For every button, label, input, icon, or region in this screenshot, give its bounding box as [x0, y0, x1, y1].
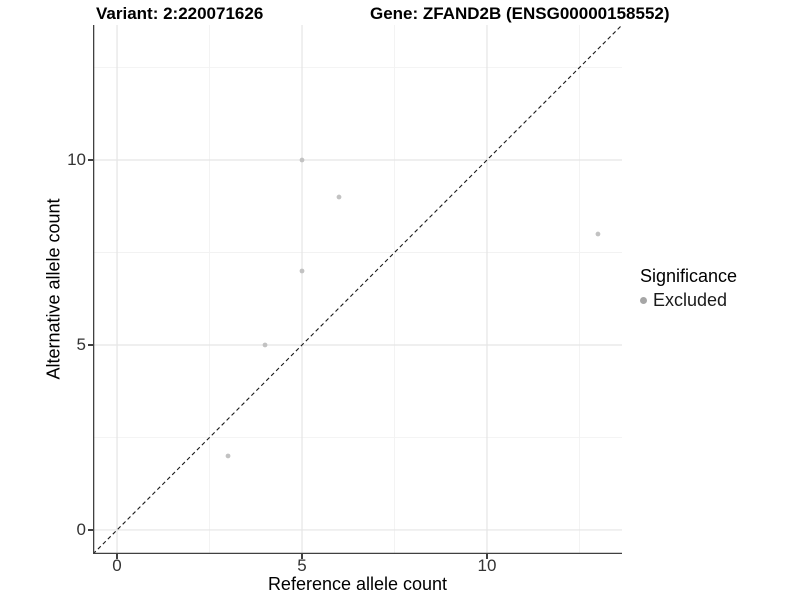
- y-tick-mark: [88, 529, 93, 531]
- y-tick-mark: [88, 159, 93, 161]
- legend-point-icon: [640, 297, 647, 304]
- data-point-excluded: [336, 194, 342, 200]
- plot-title-gene: Gene: ZFAND2B (ENSG00000158552): [370, 4, 670, 23]
- plot-title-variant: Variant: 2:220071626: [96, 4, 264, 23]
- legend-item-excluded: Excluded: [640, 290, 737, 311]
- plot-panel: [92, 24, 623, 555]
- x-tick-label: 10: [477, 556, 497, 575]
- data-point-excluded: [299, 157, 305, 163]
- x-tick-label: 0: [112, 556, 122, 575]
- y-tick-mark: [88, 344, 93, 346]
- x-axis-title: Reference allele count: [267, 574, 448, 594]
- y-tick-label: 10: [67, 150, 86, 170]
- identity-line: [92, 24, 623, 555]
- data-point-excluded: [225, 453, 231, 459]
- legend-title: Significance: [640, 266, 738, 286]
- x-tick-mark: [116, 554, 118, 559]
- y-tick-label: 5: [76, 334, 86, 354]
- legend-item-label: Excluded: [653, 290, 728, 310]
- scatter-plot-canvas: [92, 24, 623, 555]
- data-point-excluded: [262, 342, 268, 348]
- x-tick-mark: [301, 554, 303, 559]
- x-tick-mark: [486, 554, 488, 559]
- data-point-excluded: [595, 231, 601, 237]
- y-tick-label: 0: [76, 519, 86, 539]
- data-point-excluded: [299, 268, 305, 274]
- legend: Significance Excluded: [640, 266, 737, 311]
- x-tick-label: 5: [297, 556, 307, 575]
